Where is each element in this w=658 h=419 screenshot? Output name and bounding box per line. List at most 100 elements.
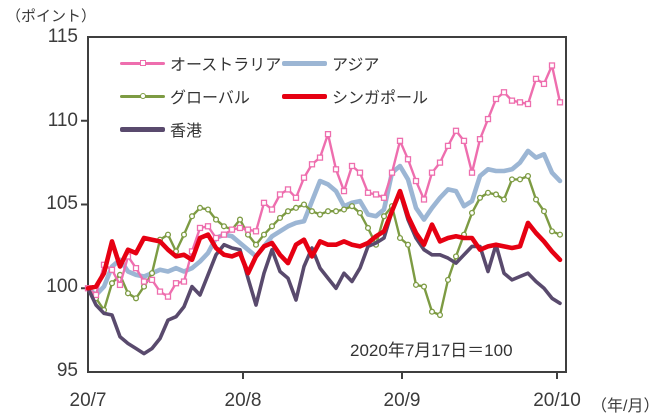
marker-global bbox=[412, 281, 420, 288]
marker-global bbox=[244, 231, 252, 238]
marker-australia bbox=[92, 291, 100, 299]
marker-global bbox=[468, 209, 476, 216]
x-tick-label-aug: 20/8 bbox=[224, 390, 262, 411]
marker-australia bbox=[548, 62, 556, 69]
marker-australia bbox=[236, 224, 244, 232]
marker-australia bbox=[156, 288, 164, 295]
x-axis-unit-label: （年/月） bbox=[591, 398, 658, 415]
marker-australia bbox=[324, 130, 332, 138]
marker-australia bbox=[412, 177, 420, 185]
marker-australia bbox=[492, 95, 500, 103]
marker-global bbox=[164, 231, 172, 238]
marker-australia bbox=[276, 191, 284, 198]
marker-australia bbox=[372, 191, 380, 198]
marker-global bbox=[548, 228, 556, 235]
marker-global bbox=[356, 209, 364, 216]
marker-global bbox=[484, 189, 492, 196]
y-tick-label-115: 115 bbox=[47, 26, 78, 47]
marker-global bbox=[108, 280, 116, 287]
y-tick-label-110: 110 bbox=[47, 110, 78, 131]
marker-australia bbox=[332, 166, 340, 173]
legend-line-global bbox=[120, 93, 165, 99]
marker-australia bbox=[348, 162, 356, 170]
marker-australia bbox=[300, 174, 308, 181]
legend-item-australia: オーストラリア bbox=[120, 53, 282, 74]
marker-australia bbox=[460, 137, 468, 145]
marker-australia bbox=[108, 266, 116, 273]
marker-global bbox=[404, 241, 412, 248]
y-axis-unit-label: （ポイント） bbox=[6, 8, 97, 25]
marker-global bbox=[308, 208, 316, 215]
marker-australia bbox=[404, 156, 412, 163]
marker-global bbox=[428, 308, 436, 315]
y-tick-label-105: 105 bbox=[46, 193, 78, 214]
marker-australia bbox=[316, 154, 324, 161]
marker-global bbox=[292, 204, 300, 211]
marker-global bbox=[452, 253, 460, 260]
marker-australia bbox=[220, 231, 228, 238]
marker-global bbox=[332, 208, 340, 215]
marker-global bbox=[556, 231, 564, 238]
marker-global bbox=[516, 176, 524, 183]
marker-global bbox=[260, 231, 268, 238]
marker-australia bbox=[260, 199, 268, 206]
marker-australia bbox=[172, 280, 180, 287]
marker-australia bbox=[380, 194, 388, 201]
legend-label-hongkong: 香港 bbox=[170, 123, 203, 140]
marker-australia bbox=[180, 278, 188, 285]
marker-global bbox=[540, 208, 548, 215]
marker-global bbox=[420, 283, 428, 290]
marker-australia bbox=[204, 223, 212, 230]
marker-global bbox=[268, 223, 276, 230]
legend-line-australia bbox=[120, 60, 165, 66]
marker-australia bbox=[484, 115, 492, 123]
marker-global bbox=[212, 216, 220, 223]
marker-global bbox=[364, 224, 372, 232]
marker-australia bbox=[340, 187, 348, 195]
legend-label-australia: オーストラリア bbox=[170, 57, 282, 74]
marker-australia bbox=[476, 136, 484, 143]
marker-australia bbox=[116, 281, 124, 289]
marker-global bbox=[252, 241, 260, 248]
circle-marker-icon bbox=[139, 93, 146, 99]
marker-australia bbox=[388, 169, 396, 176]
legend-label-global: グローバル bbox=[170, 90, 250, 107]
marker-australia bbox=[252, 228, 260, 235]
line-singapore bbox=[85, 188, 563, 291]
y-tick-label-100: 100 bbox=[46, 276, 78, 297]
marker-global bbox=[196, 204, 204, 211]
marker-australia bbox=[396, 137, 404, 145]
marker-global bbox=[492, 191, 500, 198]
x-tick-label-sep: 20/9 bbox=[383, 390, 421, 411]
marker-global bbox=[340, 206, 348, 213]
marker-australia bbox=[524, 100, 532, 108]
marker-australia bbox=[212, 234, 220, 242]
y-tick-label-95: 95 bbox=[56, 360, 78, 381]
legend-item-asia: アジア bbox=[282, 53, 380, 74]
legend-item-hongkong: 香港 bbox=[120, 119, 203, 140]
marker-global bbox=[188, 213, 196, 220]
baseline-annotation: 2020年7月17日＝100 bbox=[350, 341, 513, 360]
marker-global bbox=[204, 206, 212, 213]
marker-australia bbox=[140, 278, 148, 285]
marker-global bbox=[524, 172, 532, 180]
marker-global bbox=[324, 208, 332, 215]
marker-australia bbox=[452, 127, 460, 134]
marker-global bbox=[284, 208, 292, 215]
marker-global bbox=[476, 194, 484, 201]
marker-global bbox=[380, 213, 388, 220]
marker-australia bbox=[556, 99, 564, 106]
marker-australia bbox=[532, 75, 540, 83]
marker-global bbox=[180, 231, 188, 238]
marker-global bbox=[316, 211, 324, 218]
marker-australia bbox=[540, 80, 548, 88]
marker-global bbox=[124, 290, 132, 297]
legend-label-asia: アジア bbox=[332, 57, 380, 74]
x-tick-label-jul: 20/7 bbox=[69, 390, 107, 411]
marker-australia bbox=[356, 169, 364, 176]
marker-australia bbox=[516, 99, 524, 106]
marker-global bbox=[444, 276, 452, 283]
marker-australia bbox=[364, 189, 372, 196]
square-marker-icon bbox=[139, 60, 146, 66]
